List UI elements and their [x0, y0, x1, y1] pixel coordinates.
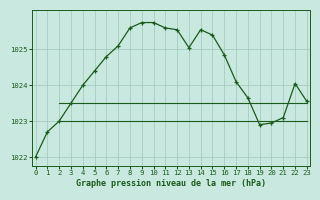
- X-axis label: Graphe pression niveau de la mer (hPa): Graphe pression niveau de la mer (hPa): [76, 179, 266, 188]
